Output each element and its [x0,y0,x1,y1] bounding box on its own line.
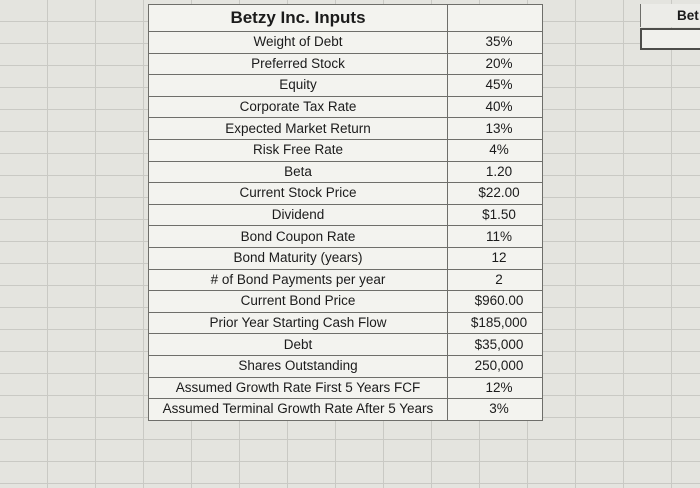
table-row: Expected Market Return 13% [148,117,543,140]
row-label[interactable]: Bond Coupon Rate [148,225,448,248]
row-label[interactable]: Assumed Terminal Growth Rate After 5 Yea… [148,398,448,421]
row-label[interactable]: Equity [148,74,448,97]
row-value[interactable]: 12 [447,246,543,270]
row-value[interactable]: 12% [447,376,543,400]
row-value[interactable]: 40% [447,95,543,119]
table-row: Weight of Debt 35% [148,31,543,54]
row-value[interactable]: 2 [447,268,543,292]
table-row: Debt $35,000 [148,333,543,356]
row-value[interactable]: 1.20 [447,160,543,184]
row-value[interactable]: 35% [447,31,543,54]
selected-cell[interactable] [640,28,700,50]
adjacent-column-header-cell[interactable]: Bet [640,4,700,27]
row-label[interactable]: Preferred Stock [148,52,448,76]
cut-off-label: Bet [677,8,699,23]
header-value-cell[interactable] [447,4,543,32]
table-row: Corporate Tax Rate 40% [148,95,543,119]
row-value[interactable]: 20% [447,52,543,76]
row-label[interactable]: Bond Maturity (years) [148,246,448,270]
table-row: Shares Outstanding 250,000 [148,354,543,378]
table-row: Assumed Terminal Growth Rate After 5 Yea… [148,398,543,421]
row-value[interactable]: $22.00 [447,182,543,205]
row-label[interactable]: Shares Outstanding [148,354,448,378]
row-value[interactable]: 4% [447,138,543,162]
row-label[interactable]: Weight of Debt [148,31,448,54]
row-value[interactable]: 11% [447,225,543,248]
row-label[interactable]: Corporate Tax Rate [148,95,448,119]
row-value[interactable]: $960.00 [447,290,543,313]
row-value[interactable]: $1.50 [447,203,543,227]
row-label[interactable]: Risk Free Rate [148,138,448,162]
row-label[interactable]: Dividend [148,203,448,227]
row-value[interactable]: 250,000 [447,354,543,378]
row-label[interactable]: Expected Market Return [148,117,448,140]
inputs-table: Betzy Inc. Inputs Weight of Debt 35% Pref… [148,4,543,421]
row-value[interactable]: $35,000 [447,333,543,356]
table-row: Preferred Stock 20% [148,52,543,76]
table-row: Assumed Growth Rate First 5 Years FCF 12% [148,376,543,400]
table-row: Bond Maturity (years) 12 [148,246,543,270]
table-row: Current Stock Price $22.00 [148,182,543,205]
row-label[interactable]: Current Stock Price [148,182,448,205]
row-value[interactable]: 3% [447,398,543,421]
row-value[interactable]: $185,000 [447,311,543,335]
table-title[interactable]: Betzy Inc. Inputs [148,4,448,32]
table-row: Beta 1.20 [148,160,543,184]
row-value[interactable]: 45% [447,74,543,97]
table-header-row: Betzy Inc. Inputs [148,4,543,32]
row-label[interactable]: Beta [148,160,448,184]
row-label[interactable]: # of Bond Payments per year [148,268,448,292]
table-row: # of Bond Payments per year 2 [148,268,543,292]
row-label[interactable]: Debt [148,333,448,356]
table-row: Prior Year Starting Cash Flow $185,000 [148,311,543,335]
row-label[interactable]: Current Bond Price [148,290,448,313]
table-row: Current Bond Price $960.00 [148,290,543,313]
table-row: Equity 45% [148,74,543,97]
table-row: Dividend $1.50 [148,203,543,227]
row-value[interactable]: 13% [447,117,543,140]
row-label[interactable]: Prior Year Starting Cash Flow [148,311,448,335]
table-row: Risk Free Rate 4% [148,138,543,162]
table-row: Bond Coupon Rate 11% [148,225,543,248]
row-label[interactable]: Assumed Growth Rate First 5 Years FCF [148,376,448,400]
